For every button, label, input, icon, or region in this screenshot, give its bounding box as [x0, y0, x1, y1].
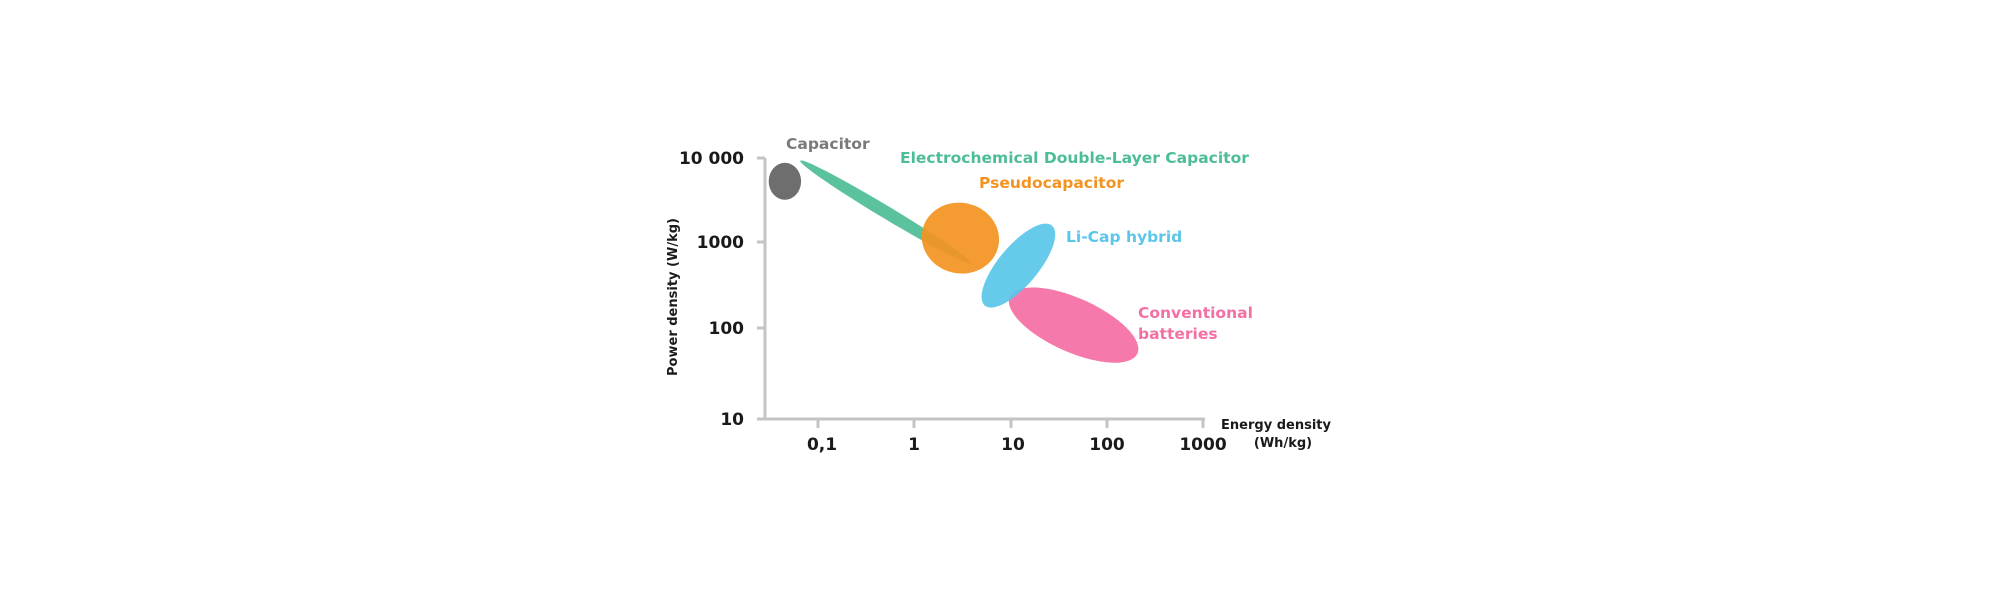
series-labels: Capacitor Electrochemical Double-Layer C…	[786, 135, 1253, 343]
y-axis-title: Power density (W/kg)	[666, 218, 681, 376]
series-regions	[768, 160, 1139, 363]
y-tick-label-10: 10	[720, 410, 744, 430]
label-conventional-batteries-line-1: Conventional	[1138, 304, 1253, 322]
region-li-cap-hybrid	[981, 223, 1056, 308]
x-tick-label-1: 1	[908, 435, 920, 455]
y-tick-label-10000: 10 000	[679, 149, 744, 169]
x-axis-title-line-1: Energy density	[1221, 418, 1331, 433]
x-tick-label-1000: 1000	[1179, 435, 1226, 455]
label-capacitor: Capacitor	[786, 135, 870, 153]
label-li-cap-hybrid: Li-Cap hybrid	[1066, 228, 1182, 246]
label-conventional-batteries-line-2: batteries	[1138, 325, 1218, 343]
label-electrochemical-double-layer-capacitor: Electrochemical Double-Layer Capacitor	[900, 149, 1249, 167]
region-pseudocapacitor	[921, 202, 1000, 274]
x-tick-label-10: 10	[1001, 435, 1025, 455]
y-axis-ticks	[757, 156, 765, 421]
region-capacitor	[768, 162, 802, 200]
label-pseudocapacitor: Pseudocapacitor	[979, 174, 1124, 192]
region-conventional-batteries	[1008, 287, 1139, 363]
axes: 10 000 1000 100 10 0,1 1 10 100 1000 Pow…	[666, 149, 1331, 455]
y-tick-label-100: 100	[709, 319, 745, 339]
x-axis-title-line-2: (Wh/kg)	[1254, 436, 1312, 451]
y-tick-label-1000: 1000	[697, 233, 744, 253]
x-tick-label-0-1: 0,1	[807, 435, 837, 455]
x-tick-label-100: 100	[1089, 435, 1125, 455]
x-axis-ticks	[816, 419, 1205, 428]
